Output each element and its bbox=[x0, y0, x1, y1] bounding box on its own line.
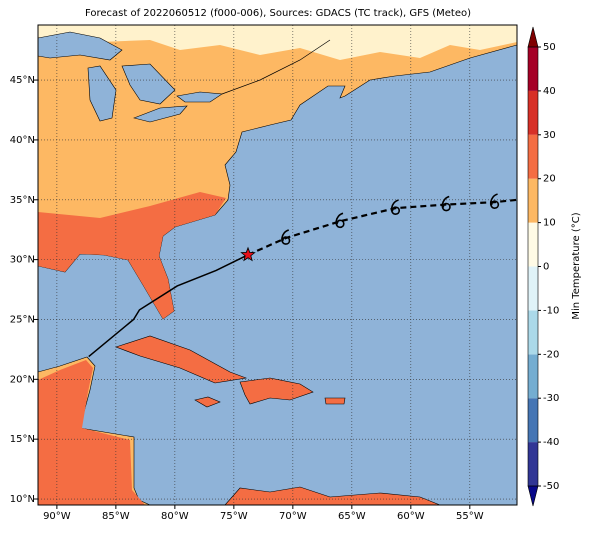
storm-symbol bbox=[441, 195, 451, 212]
colorbar-bin bbox=[528, 310, 538, 355]
colorbar-tick-label: -10 bbox=[543, 305, 559, 316]
y-tick-label: 40°N bbox=[10, 135, 35, 146]
colorbar-tick-label: -50 bbox=[543, 481, 559, 492]
colorbar-tick-label: 30 bbox=[543, 130, 556, 141]
y-tick-label: 25°N bbox=[10, 314, 35, 325]
current-position bbox=[240, 246, 256, 262]
colorbar-bin bbox=[528, 47, 538, 91]
colorbar-tick-label: 50 bbox=[543, 42, 556, 53]
x-tick-label: 70°W bbox=[279, 511, 307, 522]
storm-symbol bbox=[281, 229, 291, 245]
x-tick-label: 65°W bbox=[338, 511, 366, 522]
lake bbox=[176, 91, 223, 103]
storm-symbol bbox=[335, 212, 345, 229]
storm-symbol bbox=[390, 199, 401, 215]
lake bbox=[38, 31, 123, 61]
puerto-rico bbox=[324, 397, 346, 405]
y-tick-label: 20°N bbox=[10, 374, 35, 385]
y-tick-label: 15°N bbox=[10, 434, 35, 445]
colorbar: -50 -40 -30 -20 -10 0 10 20 30 40 50 bbox=[527, 26, 559, 507]
cool-zone bbox=[38, 25, 517, 60]
colorbar-tick-label: 40 bbox=[543, 86, 556, 97]
map-frame bbox=[37, 24, 518, 506]
colorbar-tick-label: 0 bbox=[543, 262, 549, 273]
lake bbox=[133, 105, 188, 123]
y-tick-label: 35°N bbox=[10, 195, 35, 206]
south-america bbox=[224, 486, 441, 505]
jamaica bbox=[194, 396, 221, 408]
x-tick-label: 85°W bbox=[102, 511, 130, 522]
y-tick-label: 45°N bbox=[10, 75, 35, 86]
colorbar-bin bbox=[528, 134, 538, 179]
colorbar-tick-label: 10 bbox=[543, 218, 556, 229]
colorbar-tick-label: -40 bbox=[543, 437, 559, 448]
x-tick-label: 90°W bbox=[43, 511, 71, 522]
colorbar-bin bbox=[528, 354, 538, 399]
colorbar-bin bbox=[528, 442, 538, 486]
y-tick-label: 10°N bbox=[10, 494, 35, 505]
track bbox=[88, 193, 517, 358]
warm-zone bbox=[38, 360, 145, 505]
x-tick-label: 75°W bbox=[220, 511, 248, 522]
colorbar-bin bbox=[528, 266, 538, 311]
colorbar-bin bbox=[528, 178, 538, 223]
x-tick-label: 80°W bbox=[161, 511, 189, 522]
x-tick-label: 55°W bbox=[456, 511, 484, 522]
colorbar-bin bbox=[528, 222, 538, 267]
map-title: Forecast of 2022060512 (f000-006), Sourc… bbox=[85, 8, 471, 19]
y-tick-label: 30°N bbox=[10, 255, 35, 266]
cuba bbox=[115, 335, 248, 384]
hispaniola bbox=[239, 377, 314, 405]
warm-zone bbox=[38, 192, 226, 319]
lake bbox=[87, 65, 117, 122]
forecast-track bbox=[247, 198, 517, 256]
storm-symbol bbox=[489, 193, 500, 209]
grid bbox=[38, 25, 517, 505]
map-area bbox=[38, 25, 517, 505]
observed-track bbox=[88, 254, 249, 358]
colorbar-tick-label: -30 bbox=[543, 393, 559, 404]
lake bbox=[121, 63, 176, 105]
colorbar-under bbox=[527, 485, 539, 507]
colorbar-tick-label: -20 bbox=[543, 349, 559, 360]
river bbox=[221, 39, 331, 95]
x-tick-label: 60°W bbox=[397, 511, 425, 522]
colorbar-over bbox=[527, 26, 539, 48]
colorbar-label: Min Temperature (°C) bbox=[571, 212, 582, 319]
colorbar-bin bbox=[528, 90, 538, 135]
colorbar-bin bbox=[528, 398, 538, 443]
colorbar-tick-label: 20 bbox=[543, 174, 556, 185]
